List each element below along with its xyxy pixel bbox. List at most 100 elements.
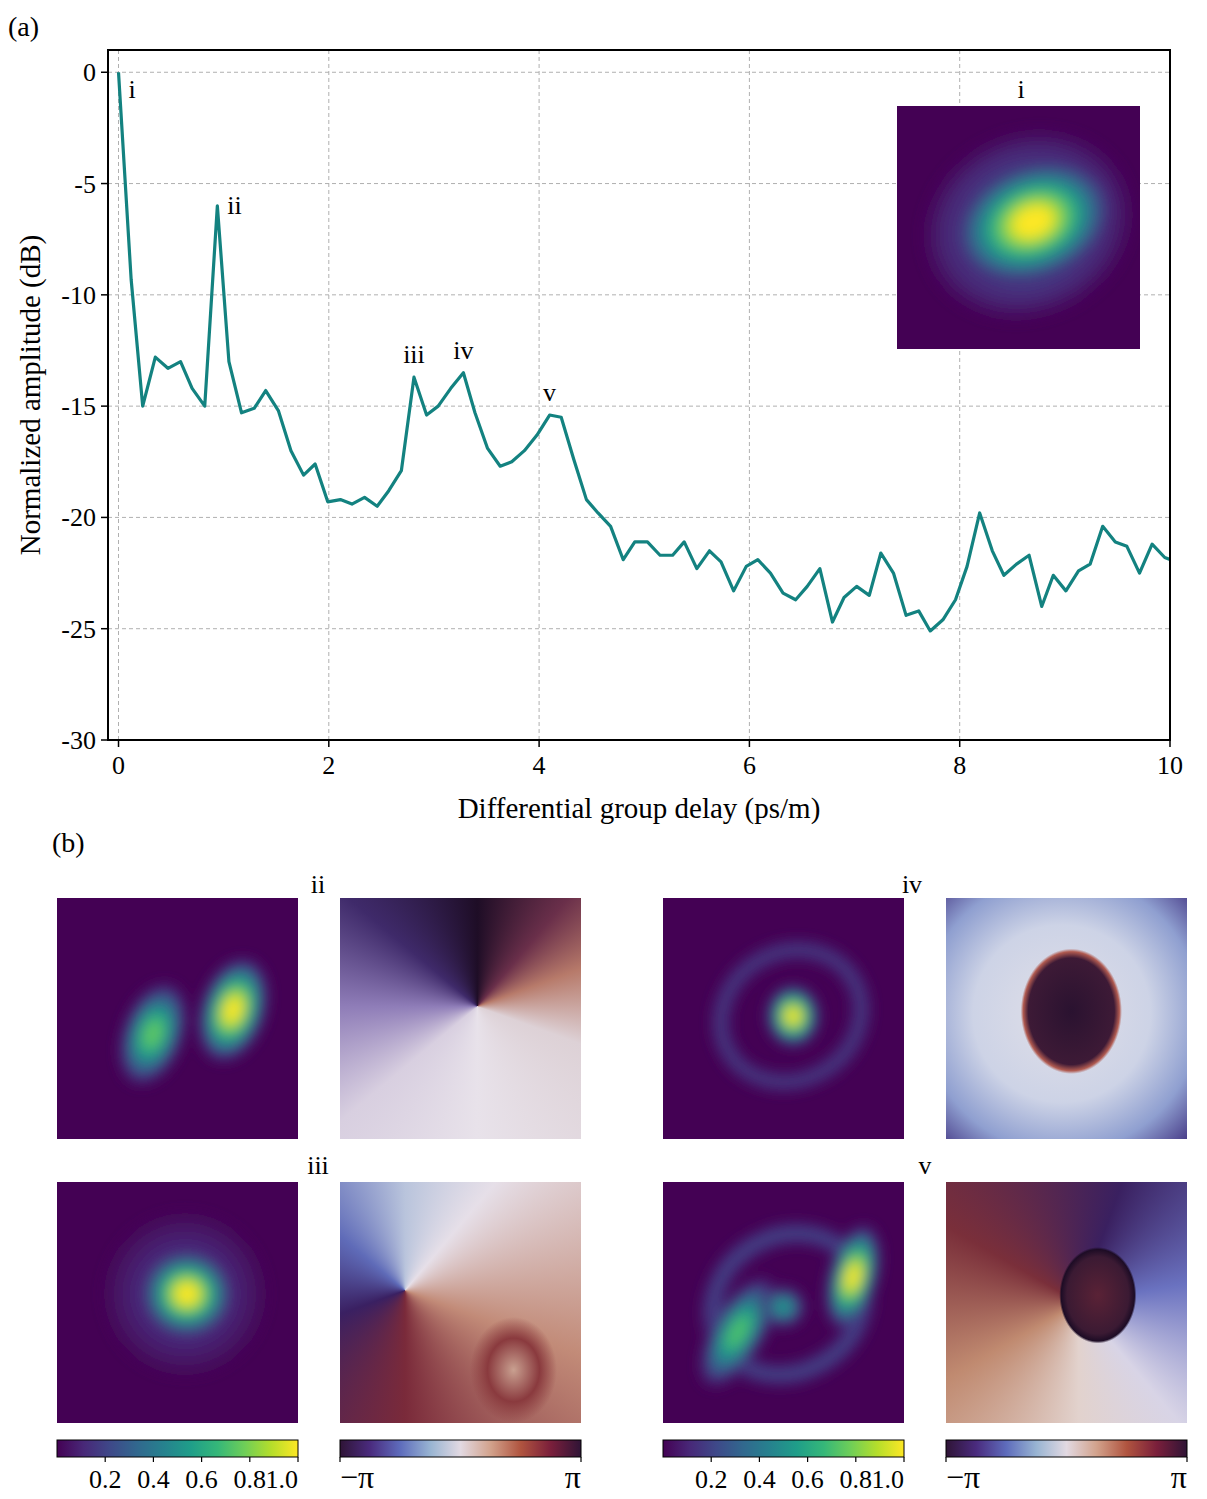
intensity-blob bbox=[107, 975, 199, 1093]
intensity-blob bbox=[844, 1263, 863, 1292]
intensity-blob bbox=[216, 988, 250, 1031]
colorbar-tick-label: −π bbox=[340, 1459, 374, 1495]
annotation: v bbox=[543, 378, 556, 407]
tick-label: -10 bbox=[61, 281, 96, 310]
intensity-blob bbox=[221, 995, 245, 1025]
colorbar-tick-label: −π bbox=[946, 1459, 980, 1495]
colorbar-tick-label: π bbox=[565, 1459, 581, 1495]
tick-mark bbox=[101, 517, 108, 519]
axis-title: Differential group delay (ps/m) bbox=[458, 792, 821, 825]
colorbar-tick bbox=[297, 1457, 298, 1462]
colorbar bbox=[946, 1440, 1187, 1457]
grid-line bbox=[108, 628, 1170, 629]
intensity-blob bbox=[713, 1302, 762, 1363]
intensity-blob bbox=[777, 1302, 788, 1312]
intensity-blob bbox=[947, 146, 1120, 297]
intensity-blob bbox=[122, 994, 185, 1075]
grid-line bbox=[749, 50, 750, 740]
colorbar bbox=[340, 1440, 581, 1457]
intensity-blob bbox=[122, 1231, 248, 1357]
intensity-blob bbox=[201, 970, 264, 1051]
intensity-blob bbox=[767, 986, 819, 1046]
intensity-blob bbox=[166, 1274, 207, 1313]
intensity-blob bbox=[725, 1315, 752, 1348]
tick-label: -30 bbox=[61, 726, 96, 755]
tick-label: 0 bbox=[83, 58, 96, 87]
intensity-blob bbox=[998, 191, 1068, 252]
colorbar-tick bbox=[105, 1457, 106, 1462]
map-background bbox=[57, 1182, 298, 1423]
colorbar-tick bbox=[903, 1457, 904, 1462]
intensity-blob bbox=[922, 125, 1134, 325]
intensity-blob bbox=[770, 989, 816, 1043]
intensity-blob bbox=[136, 1013, 169, 1056]
colorbar-tick-label: 1.0 bbox=[266, 1465, 299, 1494]
tick-label: -25 bbox=[61, 615, 96, 644]
intensity-blob bbox=[131, 1006, 174, 1061]
tick-mark bbox=[538, 740, 540, 747]
intensity-blob bbox=[148, 1256, 227, 1331]
tick-mark bbox=[749, 740, 751, 747]
intensity-blob bbox=[824, 1233, 882, 1322]
tick-label: 6 bbox=[743, 751, 756, 780]
colorbar-tick-label: π bbox=[1171, 1459, 1187, 1495]
intensity-blob bbox=[176, 1283, 199, 1305]
plot-frame bbox=[108, 50, 1170, 740]
intensity-blob bbox=[131, 1240, 240, 1349]
data-line bbox=[119, 72, 1170, 631]
tick-label: 2 bbox=[322, 751, 335, 780]
colorbar-tick bbox=[807, 1457, 808, 1462]
intensity-blob bbox=[773, 992, 814, 1039]
intensity-blob bbox=[196, 963, 269, 1056]
intensity-blob bbox=[186, 951, 279, 1070]
tick-mark bbox=[101, 294, 108, 296]
intensity-blob bbox=[778, 999, 808, 1034]
intensity-blob bbox=[157, 1265, 217, 1322]
colorbar-tick-label: 0.6 bbox=[185, 1465, 218, 1494]
intensity-blob bbox=[957, 155, 1109, 288]
panel-label: (b) bbox=[52, 827, 85, 858]
phase-map bbox=[340, 898, 581, 1139]
intensity-blob bbox=[127, 1000, 180, 1068]
intensity-blob bbox=[775, 996, 810, 1037]
mode-label: v bbox=[919, 1151, 932, 1180]
colorbar-tick bbox=[249, 1457, 250, 1462]
tick-mark bbox=[101, 72, 108, 74]
intensity-ring bbox=[697, 925, 886, 1108]
tick-mark bbox=[101, 628, 108, 630]
annotation: iv bbox=[453, 336, 473, 365]
grid-line bbox=[539, 50, 540, 740]
intensity-blob bbox=[908, 111, 1140, 338]
colorbar-tick-label: 0.4 bbox=[743, 1465, 776, 1494]
figure: (a)0246810-30-25-20-15-10-50Differential… bbox=[0, 0, 1207, 1499]
tick-mark bbox=[1169, 740, 1171, 747]
intensity-blob bbox=[816, 1221, 889, 1334]
intensity-blob bbox=[784, 1005, 803, 1027]
colorbar-tick-label: 0.8 bbox=[234, 1465, 267, 1494]
intensity-map bbox=[897, 106, 1140, 349]
intensity-blob bbox=[828, 1239, 878, 1316]
colorbar-tick-label: 0.2 bbox=[89, 1465, 122, 1494]
intensity-blob bbox=[967, 164, 1099, 279]
colorbar-tick-label: 0.2 bbox=[695, 1465, 728, 1494]
intensity-blob bbox=[836, 1251, 870, 1304]
intensity-blob bbox=[773, 1298, 794, 1317]
intensity-blob bbox=[105, 1214, 265, 1374]
intensity-blob bbox=[775, 1300, 791, 1315]
grid-line bbox=[108, 406, 1170, 407]
tick-label: 8 bbox=[953, 751, 966, 780]
intensity-blob bbox=[761, 1287, 805, 1327]
intensity-blob bbox=[786, 1008, 799, 1023]
mode-label: ii bbox=[311, 870, 325, 899]
annotation: ii bbox=[227, 191, 241, 220]
intensity-blob bbox=[763, 1289, 802, 1325]
axis-title: Normalized amplitude (dB) bbox=[14, 235, 47, 556]
tick-mark bbox=[328, 740, 330, 747]
intensity-map bbox=[57, 898, 298, 1139]
grid-line bbox=[108, 72, 1170, 73]
tick-mark bbox=[118, 740, 120, 747]
mode-label: iv bbox=[902, 870, 922, 899]
colorbar-tick bbox=[855, 1457, 856, 1462]
map-content bbox=[105, 1214, 265, 1374]
intensity-blob bbox=[719, 1308, 757, 1355]
